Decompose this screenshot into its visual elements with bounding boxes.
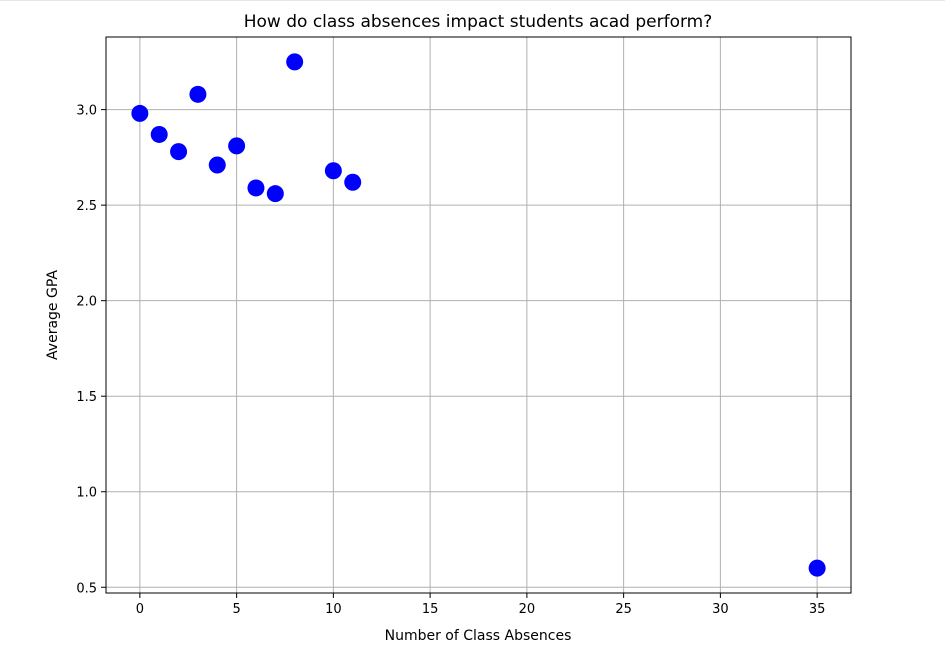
- grid-lines: [106, 37, 851, 593]
- x-tick-label: 15: [422, 602, 439, 617]
- data-point: [808, 559, 826, 577]
- plot-area-frame: [105, 36, 852, 594]
- x-tick-label: 35: [809, 602, 826, 617]
- x-tick-label: 5: [232, 602, 240, 617]
- data-point: [189, 85, 207, 103]
- chart-title: How do class absences impact students ac…: [244, 12, 713, 32]
- data-point: [208, 156, 226, 174]
- y-tick-label: 2.0: [76, 295, 97, 310]
- data-point: [228, 137, 246, 155]
- data-point: [247, 179, 265, 197]
- data-points: [131, 53, 826, 577]
- data-point: [324, 162, 342, 180]
- y-tick-label: 2.5: [76, 199, 97, 214]
- x-tick-label: 25: [615, 602, 632, 617]
- x-axis-ticks: 0 5 10 15 20 25 30 35: [136, 593, 826, 617]
- y-tick-label: 1.0: [76, 486, 97, 501]
- data-point: [286, 53, 304, 71]
- data-point: [131, 104, 149, 122]
- top-divider: [0, 0, 945, 1]
- x-tick-label: 0: [136, 602, 144, 617]
- data-point: [170, 143, 188, 161]
- y-axis-ticks: 0.5 1.0 1.5 2.0 2.5 3.0: [76, 104, 106, 596]
- x-tick-label: 30: [712, 602, 729, 617]
- data-point: [266, 185, 284, 203]
- x-tick-label: 20: [519, 602, 536, 617]
- x-axis-label: Number of Class Absences: [385, 628, 572, 644]
- data-point: [344, 173, 362, 191]
- y-tick-label: 3.0: [76, 104, 97, 119]
- y-tick-label: 1.5: [76, 390, 97, 405]
- data-point: [150, 125, 168, 143]
- y-axis-label: Average GPA: [45, 270, 61, 360]
- x-tick-label: 10: [325, 602, 342, 617]
- y-tick-label: 0.5: [76, 581, 97, 596]
